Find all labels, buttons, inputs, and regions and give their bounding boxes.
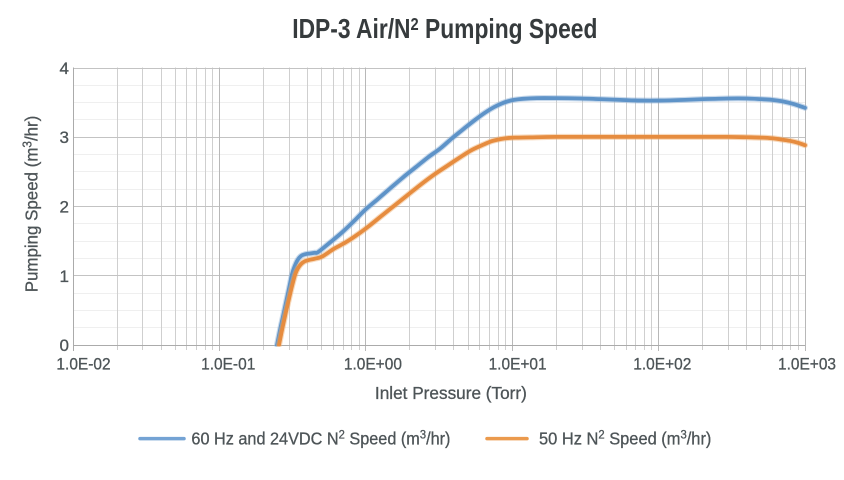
- svg-text:Pumping Speed (m3/hr): Pumping Speed (m3/hr): [20, 116, 41, 293]
- svg-text:1.0E+01: 1.0E+01: [489, 355, 547, 374]
- svg-text:4: 4: [60, 59, 69, 78]
- svg-text:1: 1: [60, 267, 69, 286]
- svg-text:IDP-3 Air/N2 Pumping Speed: IDP-3 Air/N2 Pumping Speed: [292, 14, 597, 45]
- svg-text:1.0E+02: 1.0E+02: [633, 355, 691, 374]
- svg-text:0: 0: [60, 336, 69, 355]
- svg-text:1.0E+00: 1.0E+00: [344, 355, 402, 374]
- svg-text:Inlet Pressure (Torr): Inlet Pressure (Torr): [375, 383, 527, 403]
- svg-text:1.0E-01: 1.0E-01: [201, 355, 255, 374]
- svg-text:60 Hz and 24VDC N2 Speed (m3/h: 60 Hz and 24VDC N2 Speed (m3/hr): [191, 429, 450, 449]
- svg-text:1.0E-02: 1.0E-02: [56, 355, 110, 374]
- svg-text:3: 3: [60, 128, 69, 147]
- svg-text:2: 2: [60, 198, 69, 217]
- svg-text:50 Hz N2 Speed (m3/hr): 50 Hz N2 Speed (m3/hr): [539, 428, 711, 448]
- svg-text:1.0E+03: 1.0E+03: [778, 355, 836, 374]
